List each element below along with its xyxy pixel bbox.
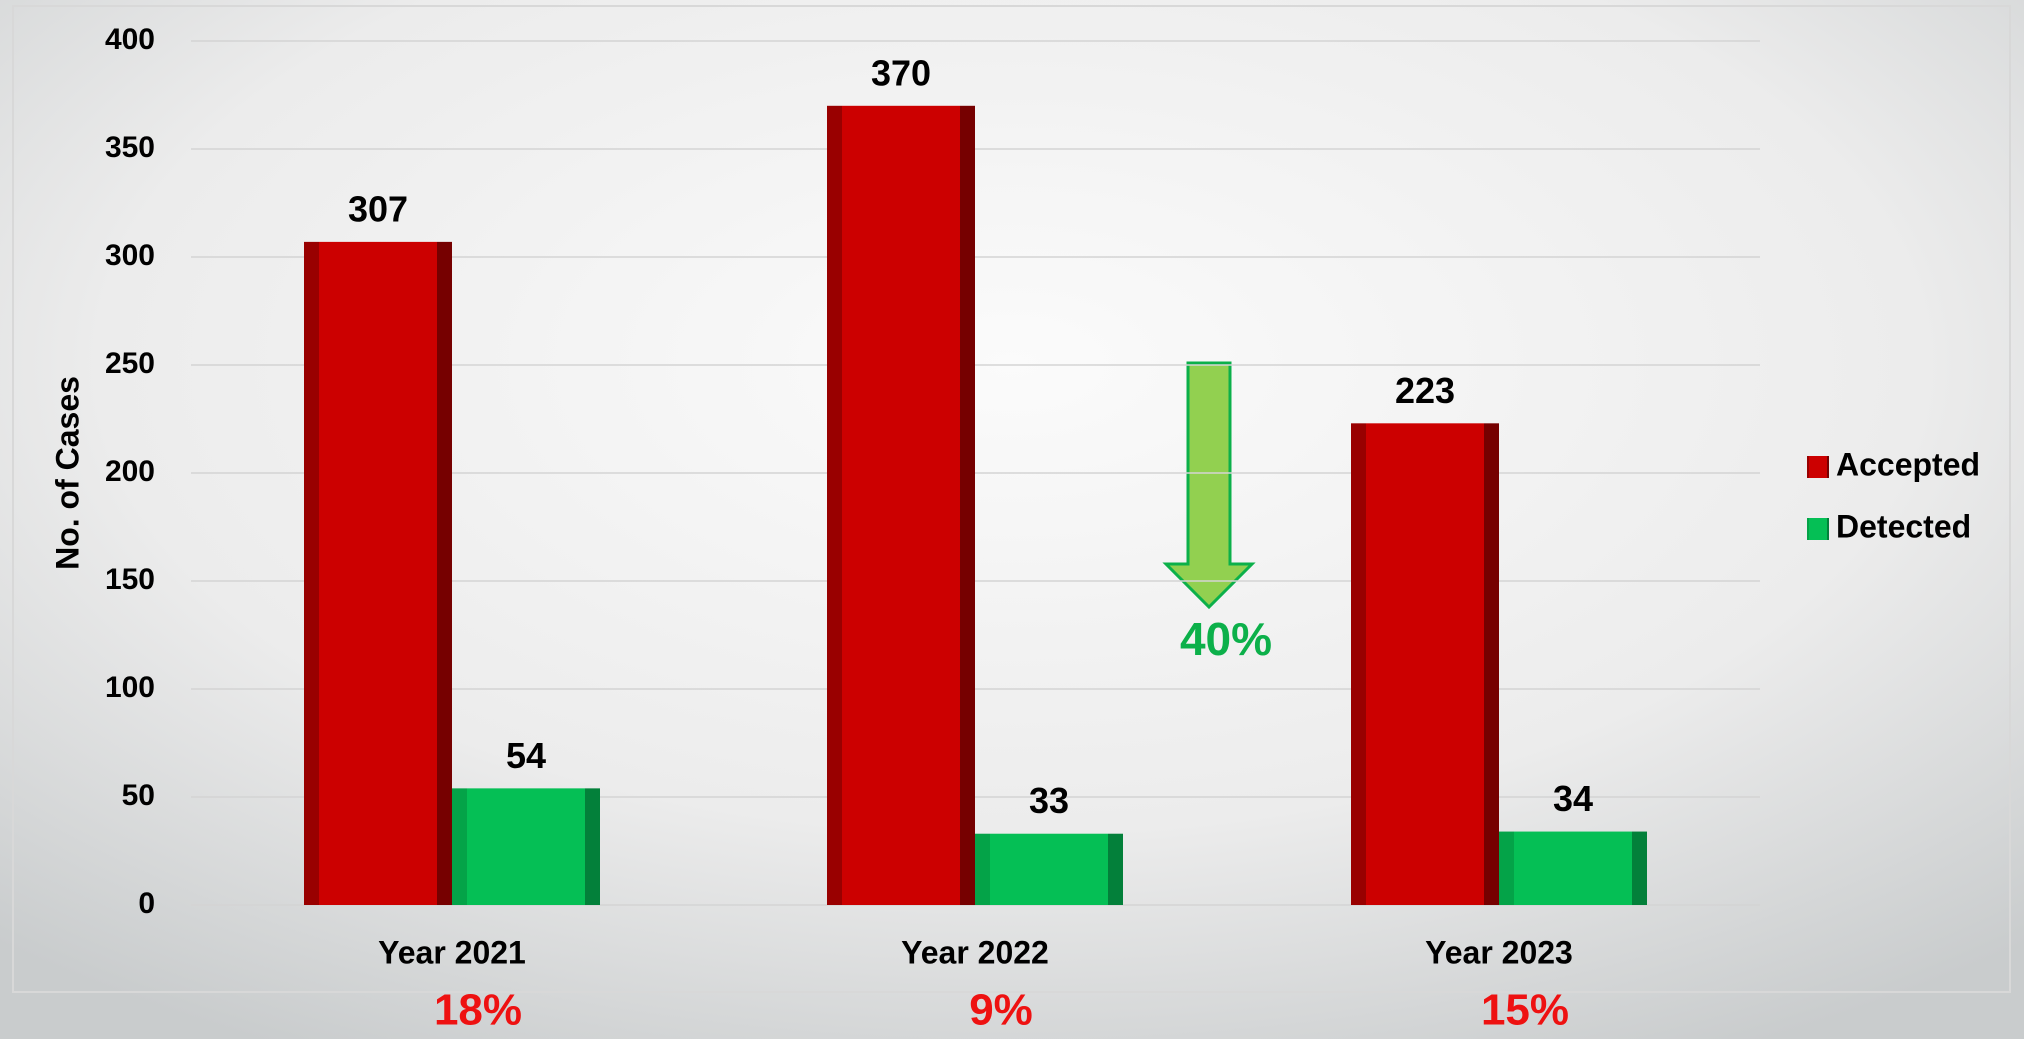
y-tick-label: 300 [105,239,155,272]
x-tick-label: Year 2022 [901,934,1049,970]
y-tick-label: 50 [122,779,155,812]
data-label: 33 [1029,780,1069,821]
data-label: 307 [348,188,408,229]
category-annotation: 15% [1481,986,1569,1035]
x-tick-label: Year 2021 [378,934,526,970]
data-label: 34 [1553,778,1593,819]
bar [975,833,1123,905]
bar [1499,831,1647,905]
frame [12,5,2011,993]
x-tick-label: Year 2023 [1425,934,1573,970]
legend-swatch [1807,456,1829,478]
bar [1351,423,1499,905]
y-tick-label: 100 [105,671,155,704]
bar [452,788,600,905]
y-tick-label: 200 [105,455,155,488]
category-annotation: 18% [434,986,522,1035]
change-annotation: 40% [1180,613,1272,665]
y-tick-label: 250 [105,347,155,380]
bar [827,105,975,906]
bar [304,241,452,905]
legend-label: Detected [1836,508,1971,544]
data-label: 370 [871,52,931,93]
data-label: 54 [506,735,546,776]
data-label: 223 [1395,370,1455,411]
down-arrow [1162,361,1256,610]
legend-label: Accepted [1836,446,1980,482]
y-axis-label: No. of Cases [49,376,85,570]
legend-swatch [1807,518,1829,540]
category-annotation: 9% [969,986,1033,1035]
y-tick-label: 0 [138,887,155,920]
y-tick-label: 400 [105,23,155,56]
y-tick-label: 350 [105,131,155,164]
y-tick-label: 150 [105,563,155,596]
